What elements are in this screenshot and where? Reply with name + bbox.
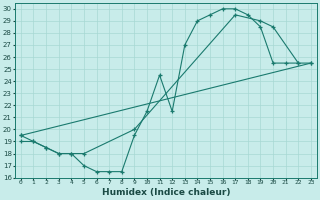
X-axis label: Humidex (Indice chaleur): Humidex (Indice chaleur) <box>102 188 230 197</box>
